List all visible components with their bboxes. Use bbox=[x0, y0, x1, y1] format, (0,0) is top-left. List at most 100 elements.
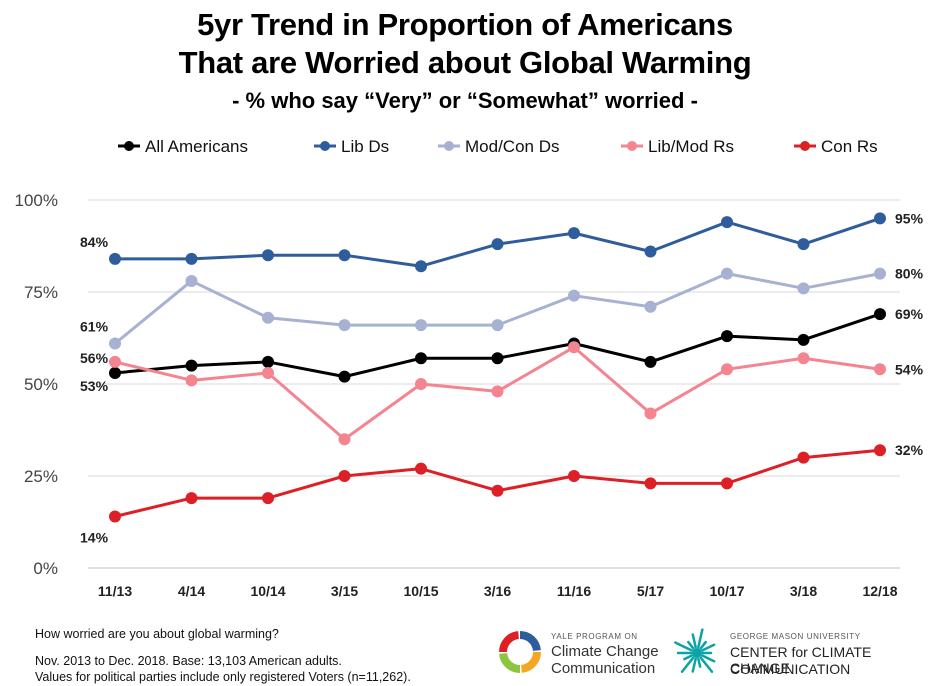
yale-logo-line-2: Communication bbox=[551, 660, 655, 677]
data-point bbox=[262, 356, 274, 368]
data-point bbox=[492, 352, 504, 364]
legend-label: Lib Ds bbox=[341, 137, 389, 156]
legend-marker bbox=[444, 141, 454, 151]
footer-note-base: Nov. 2013 to Dec. 2018. Base: 13,103 Ame… bbox=[35, 653, 342, 669]
data-point bbox=[798, 334, 810, 346]
last-value-label: 32% bbox=[895, 442, 924, 458]
x-tick-label: 11/16 bbox=[557, 583, 591, 599]
data-point bbox=[798, 282, 810, 294]
y-tick-label: 50% bbox=[24, 375, 58, 394]
yale-logo-arc bbox=[503, 635, 519, 652]
gmu-logo-line-2: COMMUNICATION bbox=[730, 661, 850, 677]
data-point bbox=[798, 452, 810, 464]
data-point bbox=[874, 444, 886, 456]
data-point bbox=[415, 319, 427, 331]
x-tick-label: 11/13 bbox=[98, 583, 132, 599]
legend-marker bbox=[800, 141, 810, 151]
x-tick-label: 10/14 bbox=[250, 583, 285, 599]
first-value-label: 14% bbox=[80, 529, 109, 545]
data-point bbox=[721, 268, 733, 280]
data-point bbox=[339, 470, 351, 482]
legend-label: Con Rs bbox=[821, 137, 878, 156]
x-tick-label: 3/15 bbox=[331, 583, 358, 599]
data-point bbox=[492, 385, 504, 397]
gmu-logo-core bbox=[692, 648, 702, 658]
data-point bbox=[492, 485, 504, 497]
y-tick-label: 100% bbox=[15, 191, 58, 210]
gmu-logo-ray bbox=[693, 634, 696, 647]
yale-logo-small-text: YALE PROGRAM ON bbox=[551, 632, 638, 641]
yale-logo-icon bbox=[496, 628, 544, 676]
data-point bbox=[874, 212, 886, 224]
last-value-label: 95% bbox=[895, 210, 924, 226]
gmu-logo-icon bbox=[672, 628, 722, 678]
legend-marker bbox=[124, 141, 134, 151]
data-point bbox=[262, 367, 274, 379]
gmu-logo-ray bbox=[701, 642, 706, 648]
x-tick-label: 10/15 bbox=[403, 583, 438, 599]
yale-logo-line-1: Climate Change bbox=[551, 643, 659, 660]
last-value-label: 80% bbox=[895, 266, 924, 282]
data-point bbox=[645, 477, 657, 489]
y-tick-label: 75% bbox=[24, 283, 58, 302]
data-point bbox=[262, 249, 274, 261]
legend-label: All Americans bbox=[145, 137, 248, 156]
x-tick-label: 12/18 bbox=[862, 583, 897, 599]
data-point bbox=[721, 363, 733, 375]
data-point bbox=[721, 330, 733, 342]
legend-label: Lib/Mod Rs bbox=[648, 137, 734, 156]
legend-label: Mod/Con Ds bbox=[465, 137, 559, 156]
first-value-label: 53% bbox=[80, 378, 109, 394]
series-line bbox=[115, 450, 880, 516]
data-point bbox=[109, 510, 121, 522]
data-point bbox=[798, 352, 810, 364]
data-point bbox=[186, 374, 198, 386]
data-point bbox=[568, 341, 580, 353]
data-point bbox=[798, 238, 810, 250]
data-point bbox=[339, 319, 351, 331]
data-point bbox=[339, 371, 351, 383]
first-value-label: 84% bbox=[80, 234, 109, 250]
series-line bbox=[115, 274, 880, 344]
data-point bbox=[568, 227, 580, 239]
data-point bbox=[186, 253, 198, 265]
data-point bbox=[645, 356, 657, 368]
x-tick-label: 10/17 bbox=[709, 583, 744, 599]
data-point bbox=[645, 301, 657, 313]
data-point bbox=[109, 356, 121, 368]
y-tick-label: 0% bbox=[33, 559, 58, 578]
data-point bbox=[492, 319, 504, 331]
data-point bbox=[415, 463, 427, 475]
y-tick-label: 25% bbox=[24, 467, 58, 486]
data-point bbox=[186, 275, 198, 287]
footer-note-voters: Values for political parties include onl… bbox=[35, 669, 411, 685]
x-tick-label: 3/18 bbox=[790, 583, 817, 599]
data-point bbox=[186, 492, 198, 504]
yale-logo-arc bbox=[520, 635, 537, 651]
gmu-logo-ray bbox=[698, 659, 700, 667]
last-value-label: 69% bbox=[895, 306, 924, 322]
first-value-label: 61% bbox=[80, 319, 109, 335]
yale-logo-arc bbox=[503, 653, 520, 669]
first-value-label: 56% bbox=[80, 350, 109, 366]
gmu-logo-ray bbox=[698, 630, 702, 648]
gmu-logo-small-text: GEORGE MASON UNIVERSITY bbox=[730, 632, 861, 641]
legend-marker bbox=[627, 141, 637, 151]
yale-logo-arc bbox=[521, 652, 537, 669]
data-point bbox=[339, 249, 351, 261]
data-point bbox=[568, 470, 580, 482]
x-tick-label: 3/16 bbox=[484, 583, 511, 599]
gmu-logo-ray bbox=[684, 656, 691, 659]
data-point bbox=[721, 216, 733, 228]
data-point bbox=[109, 253, 121, 265]
data-point bbox=[874, 268, 886, 280]
data-point bbox=[415, 260, 427, 272]
data-point bbox=[874, 363, 886, 375]
data-point bbox=[645, 246, 657, 258]
data-point bbox=[415, 378, 427, 390]
gmu-logo-ray bbox=[688, 642, 693, 648]
data-point bbox=[874, 308, 886, 320]
data-point bbox=[186, 360, 198, 372]
gmu-logo-ray bbox=[693, 659, 696, 672]
